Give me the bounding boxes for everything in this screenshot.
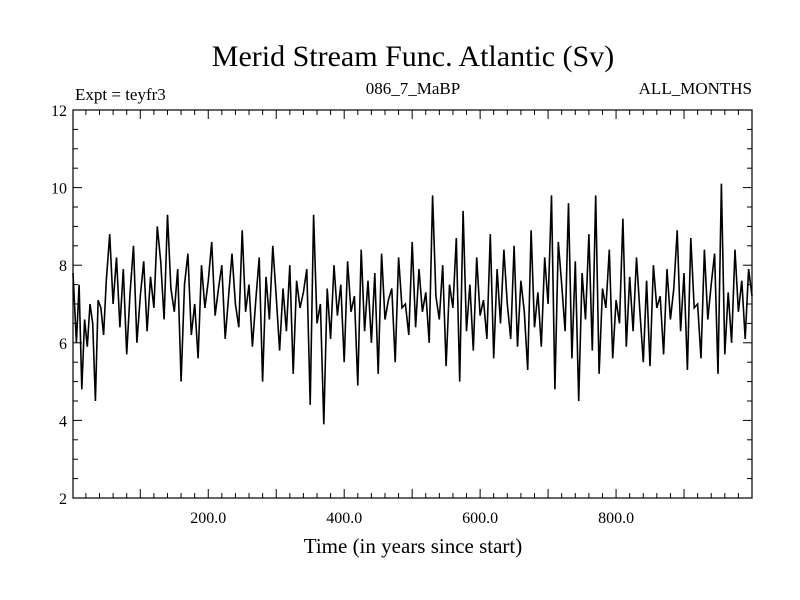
y-tick-label: 8: [59, 258, 67, 275]
axis-ticks: [73, 109, 752, 499]
months-label: ALL_MONTHS: [639, 79, 752, 98]
x-axis-title: Time (in years since start): [304, 534, 523, 558]
y-tick-label: 12: [51, 103, 67, 120]
y-tick-label: 2: [59, 491, 67, 508]
chart-title: Merid Stream Func. Atlantic (Sv): [212, 40, 614, 73]
y-tick-label: 4: [59, 413, 67, 430]
x-tick-label: 600.0: [462, 510, 498, 527]
x-tick-label: 800.0: [598, 510, 634, 527]
axis-tick-labels: 2 4 6 8 10 12 200.0 400.0 600.0 800.0: [51, 103, 634, 527]
series-line: [72, 183, 753, 425]
y-tick-label: 10: [51, 181, 67, 198]
run-id-label: 086_7_MaBP: [366, 79, 460, 98]
experiment-label: Expt = teyfr3: [75, 85, 166, 104]
plot-frame: [72, 109, 753, 499]
x-tick-label: 400.0: [326, 510, 362, 527]
y-tick-label: 6: [59, 336, 67, 353]
x-tick-label: 200.0: [190, 510, 226, 527]
